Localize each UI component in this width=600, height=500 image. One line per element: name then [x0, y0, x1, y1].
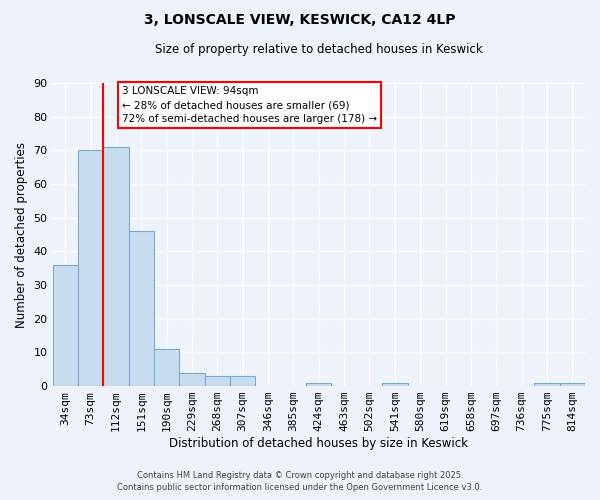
Y-axis label: Number of detached properties: Number of detached properties	[15, 142, 28, 328]
Bar	[78, 150, 103, 386]
Bar	[205, 376, 230, 386]
Text: 3 LONSCALE VIEW: 94sqm
← 28% of detached houses are smaller (69)
72% of semi-det: 3 LONSCALE VIEW: 94sqm ← 28% of detached…	[122, 86, 377, 124]
Bar	[53, 265, 78, 386]
Bar	[103, 147, 128, 386]
Bar	[306, 382, 331, 386]
Bar	[534, 382, 560, 386]
Text: Contains HM Land Registry data © Crown copyright and database right 2025.
Contai: Contains HM Land Registry data © Crown c…	[118, 471, 482, 492]
Bar	[230, 376, 256, 386]
Bar	[382, 382, 407, 386]
Bar	[128, 231, 154, 386]
Bar	[560, 382, 585, 386]
Bar	[154, 349, 179, 386]
Title: Size of property relative to detached houses in Keswick: Size of property relative to detached ho…	[155, 42, 482, 56]
X-axis label: Distribution of detached houses by size in Keswick: Distribution of detached houses by size …	[169, 437, 468, 450]
Bar	[179, 372, 205, 386]
Text: 3, LONSCALE VIEW, KESWICK, CA12 4LP: 3, LONSCALE VIEW, KESWICK, CA12 4LP	[144, 12, 456, 26]
